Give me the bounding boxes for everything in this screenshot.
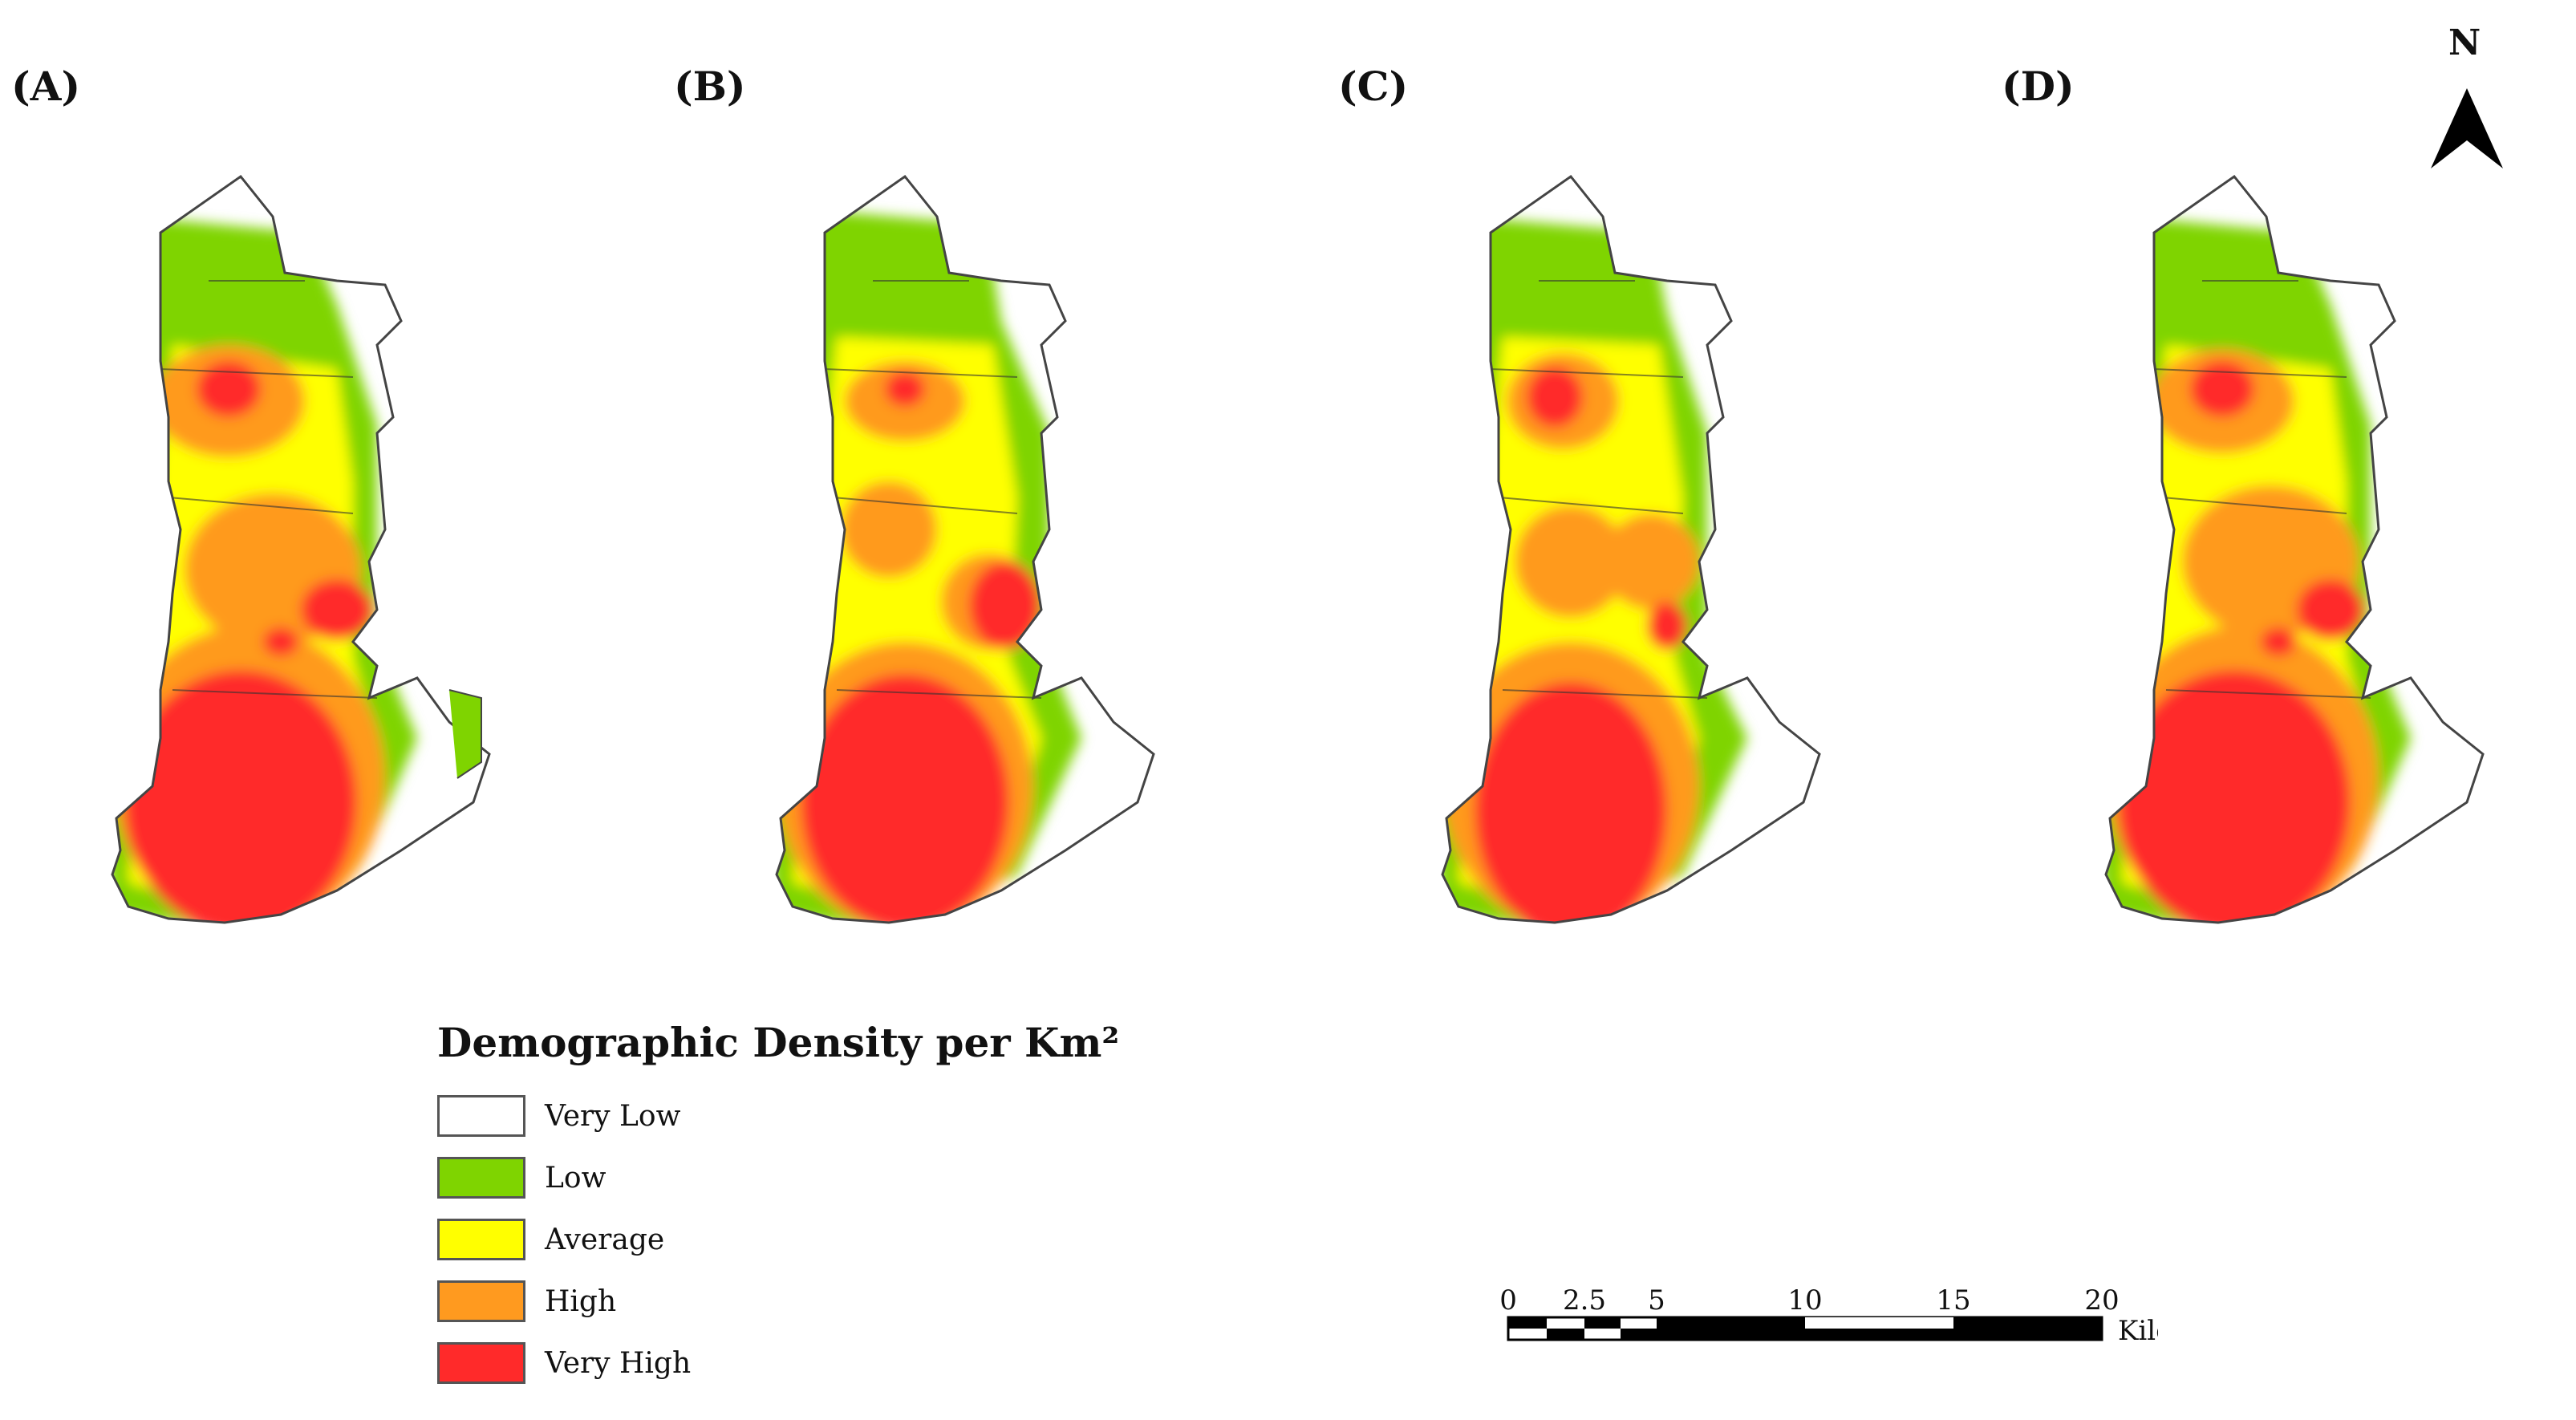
legend-label: High (545, 1284, 617, 1318)
legend-swatch (437, 1157, 525, 1199)
legend-item: Very High (437, 1341, 1119, 1386)
density-map-b (775, 175, 1155, 924)
scale-bar: 0 2.5 5 10 15 20 Kilometers (1500, 1284, 2158, 1347)
scale-tick-label: 0 (1500, 1284, 1517, 1317)
legend-swatch (437, 1342, 525, 1384)
scale-tick-label: 20 (2084, 1284, 2119, 1317)
legend-label: Average (545, 1223, 665, 1256)
legend-item: High (437, 1279, 1119, 1324)
legend-swatch (437, 1280, 525, 1322)
legend-swatch (437, 1219, 525, 1260)
density-map-d (2104, 175, 2485, 924)
panel-label-a: (A) (11, 63, 81, 110)
north-label: N (2448, 22, 2481, 63)
legend-item: Very Low (437, 1093, 1119, 1138)
scale-tick-label: 2.5 (1563, 1284, 1606, 1317)
panel-label-b: (B) (674, 63, 746, 110)
density-map-a (111, 175, 491, 924)
scale-tick-label: 5 (1648, 1284, 1665, 1317)
legend-title: Demographic Density per Km² (437, 1019, 1120, 1066)
scale-tick-label: 10 (1787, 1284, 1822, 1317)
panel-label-d: (D) (2002, 63, 2075, 110)
legend: Demographic Density per Km² Very Low Low… (437, 1019, 1119, 1402)
scale-unit: Kilometers (2118, 1315, 2158, 1347)
legend-swatch (437, 1095, 525, 1137)
legend-item: Average (437, 1217, 1119, 1262)
legend-item: Low (437, 1155, 1119, 1200)
legend-label: Very Low (545, 1099, 681, 1133)
density-map-c (1441, 175, 1821, 924)
legend-label: Very High (545, 1346, 692, 1380)
scale-tick-label: 15 (1936, 1284, 1970, 1317)
panel-label-c: (C) (1338, 63, 1409, 110)
legend-label: Low (545, 1161, 606, 1195)
north-arrow-icon (2431, 88, 2503, 168)
